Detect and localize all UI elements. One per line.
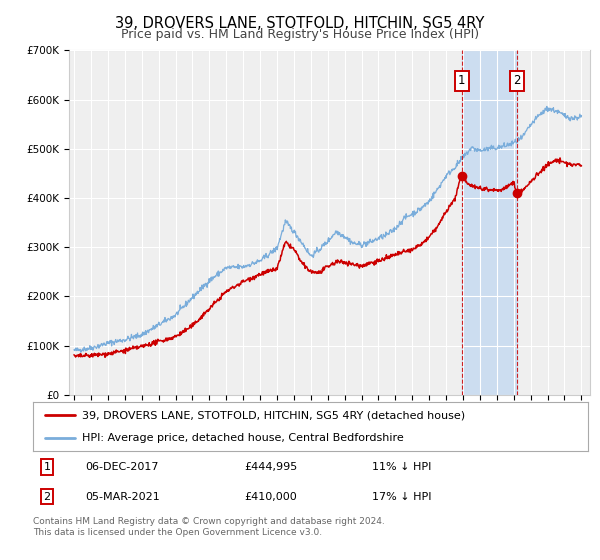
Text: This data is licensed under the Open Government Licence v3.0.: This data is licensed under the Open Gov… bbox=[33, 528, 322, 537]
Text: 39, DROVERS LANE, STOTFOLD, HITCHIN, SG5 4RY (detached house): 39, DROVERS LANE, STOTFOLD, HITCHIN, SG5… bbox=[82, 410, 465, 421]
Text: 1: 1 bbox=[43, 462, 50, 472]
Text: 05-MAR-2021: 05-MAR-2021 bbox=[86, 492, 160, 502]
Text: 39, DROVERS LANE, STOTFOLD, HITCHIN, SG5 4RY: 39, DROVERS LANE, STOTFOLD, HITCHIN, SG5… bbox=[115, 16, 485, 31]
Text: £410,000: £410,000 bbox=[244, 492, 296, 502]
Text: HPI: Average price, detached house, Central Bedfordshire: HPI: Average price, detached house, Cent… bbox=[82, 433, 404, 444]
Text: 2: 2 bbox=[43, 492, 50, 502]
Text: £444,995: £444,995 bbox=[244, 462, 297, 472]
Text: Price paid vs. HM Land Registry's House Price Index (HPI): Price paid vs. HM Land Registry's House … bbox=[121, 28, 479, 41]
Text: 2: 2 bbox=[513, 74, 520, 87]
Text: 1: 1 bbox=[458, 74, 466, 87]
Text: 17% ↓ HPI: 17% ↓ HPI bbox=[371, 492, 431, 502]
Text: 11% ↓ HPI: 11% ↓ HPI bbox=[371, 462, 431, 472]
Bar bbox=[461, 50, 517, 395]
Text: 06-DEC-2017: 06-DEC-2017 bbox=[86, 462, 159, 472]
Text: Contains HM Land Registry data © Crown copyright and database right 2024.: Contains HM Land Registry data © Crown c… bbox=[33, 516, 385, 526]
